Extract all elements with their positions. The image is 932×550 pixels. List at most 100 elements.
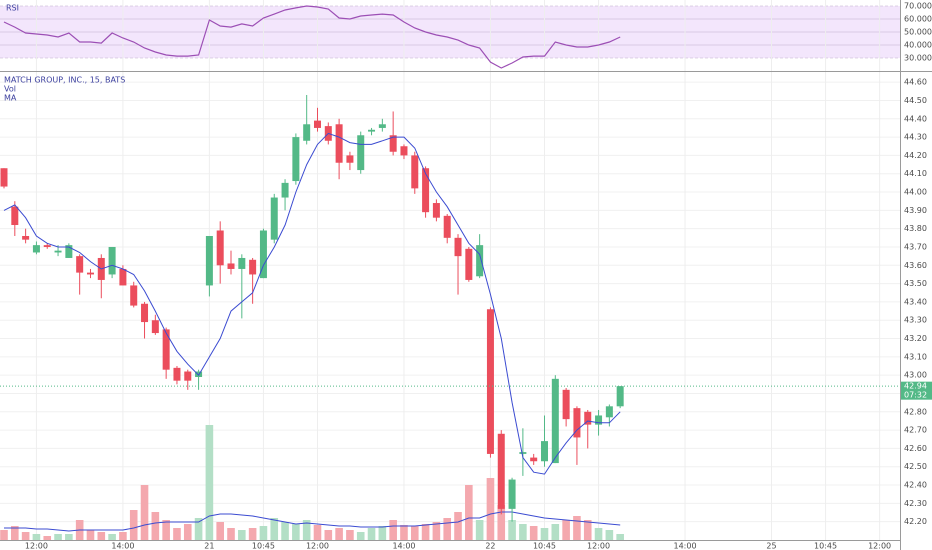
y-tick-label: 70.0000 xyxy=(904,1,932,10)
y-tick-label: 44.50 xyxy=(904,96,927,105)
candle-body xyxy=(497,433,505,509)
volume-bar xyxy=(43,536,52,540)
volume-bar xyxy=(605,530,614,540)
candle-body xyxy=(616,386,624,407)
y-tick-label: 43.60 xyxy=(904,261,927,270)
countdown-label: 07:32 xyxy=(904,391,927,400)
x-tick-label: 22 xyxy=(485,542,495,550)
candle-body xyxy=(54,250,62,253)
legend-entry: Vol xyxy=(4,85,16,94)
volume-bar xyxy=(356,532,365,540)
volume-bar xyxy=(443,518,452,540)
candle-body xyxy=(238,257,246,269)
volume-bar xyxy=(367,528,376,540)
volume-bar xyxy=(140,485,149,540)
candle-body xyxy=(108,246,116,275)
volume-bar xyxy=(551,524,560,540)
volume-bar xyxy=(97,532,106,540)
x-tick-label: 21 xyxy=(204,542,214,550)
candle-body xyxy=(378,124,386,128)
candle-body xyxy=(541,441,548,462)
volume-bar xyxy=(129,510,138,540)
candle-body xyxy=(173,367,181,381)
volume-bar xyxy=(205,425,214,540)
candle-body xyxy=(584,411,592,425)
volume-bar xyxy=(508,520,516,540)
ma-line xyxy=(3,132,621,475)
volume-bar xyxy=(573,516,581,540)
legend-entry: MA xyxy=(4,94,17,103)
last-price-tag xyxy=(901,381,932,400)
candle-body xyxy=(259,230,267,279)
y-tick-label: 43.40 xyxy=(904,297,927,306)
volume-bar xyxy=(270,518,279,540)
x-tick-label: 14:00 xyxy=(673,542,696,550)
volume-bar xyxy=(594,528,603,540)
volume-bar xyxy=(238,530,246,540)
volume-bar xyxy=(562,520,570,540)
candle-body xyxy=(389,135,397,152)
y-tick-label: 42.20 xyxy=(904,517,927,526)
candle-body xyxy=(346,155,354,163)
volume-bar xyxy=(465,485,473,540)
rsi-line xyxy=(3,5,621,69)
candle-body xyxy=(205,235,213,286)
candle-body xyxy=(422,168,430,213)
volume-bar xyxy=(519,524,527,540)
candle-body xyxy=(119,268,127,286)
y-tick-label: 43.00 xyxy=(904,371,927,380)
candle-body xyxy=(476,245,484,277)
y-tick-label: 43.50 xyxy=(904,279,927,288)
x-tick-label: 12:00 xyxy=(868,542,891,550)
y-tick-label: 44.20 xyxy=(904,151,927,160)
x-tick-label: 25 xyxy=(766,542,776,550)
volume-bar xyxy=(54,534,62,540)
x-tick-label: 14:00 xyxy=(111,542,134,550)
candle-body xyxy=(411,155,419,189)
x-tick-label: 10:45 xyxy=(252,542,275,550)
x-tick-label: 14:00 xyxy=(392,542,415,550)
y-tick-label: 43.20 xyxy=(904,334,927,343)
candle-body xyxy=(43,245,51,247)
volume-bar xyxy=(173,528,181,540)
volume-bar xyxy=(108,534,116,540)
candle-body xyxy=(432,203,440,218)
candle-body xyxy=(562,389,570,420)
candle-body xyxy=(11,206,19,226)
x-tick-label: 10:45 xyxy=(814,542,837,550)
volume-bar xyxy=(583,520,592,540)
volume-bar xyxy=(454,512,462,540)
volume-bar xyxy=(529,526,538,540)
volume-bar xyxy=(0,530,8,540)
volume-bar xyxy=(486,478,495,540)
volume-bar xyxy=(248,528,257,540)
volume-bar xyxy=(86,530,95,540)
candle-body xyxy=(573,408,581,438)
volume-bar xyxy=(421,524,430,540)
volume-bar xyxy=(21,532,30,540)
x-tick-label: 12:00 xyxy=(587,542,610,550)
volume-bar xyxy=(216,522,224,540)
y-tick-label: 42.30 xyxy=(904,499,927,508)
candle-body xyxy=(519,452,527,454)
candle-body xyxy=(465,248,473,280)
volume-bar xyxy=(65,534,73,540)
candle-body xyxy=(400,146,408,156)
candle-body xyxy=(76,256,84,273)
mark-layer xyxy=(0,5,900,540)
candle-body xyxy=(270,197,278,240)
candle-body xyxy=(486,309,494,454)
y-tick-label: 42.70 xyxy=(904,426,927,435)
volume-ma-line xyxy=(4,511,621,532)
y-tick-label: 43.10 xyxy=(904,352,927,361)
rsi-title: RSI xyxy=(6,4,19,13)
volume-bar xyxy=(432,522,441,540)
candle-body xyxy=(292,137,300,182)
volume-bar xyxy=(335,528,343,540)
y-tick-label: 44.60 xyxy=(904,78,927,87)
candle-body xyxy=(130,285,138,306)
volume-bar xyxy=(227,528,235,540)
y-tick-label: 42.80 xyxy=(904,407,927,416)
candle-body xyxy=(530,457,538,462)
